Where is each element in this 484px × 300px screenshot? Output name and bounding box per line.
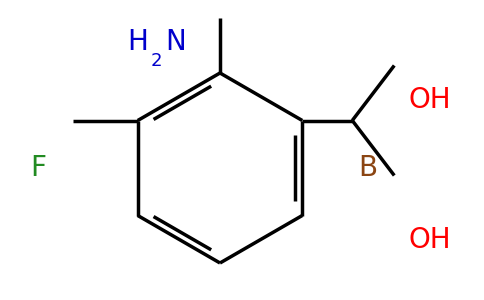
Text: OH: OH xyxy=(408,86,451,114)
Text: N: N xyxy=(165,28,186,56)
Text: 2: 2 xyxy=(151,52,163,70)
Text: B: B xyxy=(359,154,378,182)
Text: H: H xyxy=(127,28,148,56)
Text: F: F xyxy=(30,154,46,182)
Text: OH: OH xyxy=(408,226,451,254)
